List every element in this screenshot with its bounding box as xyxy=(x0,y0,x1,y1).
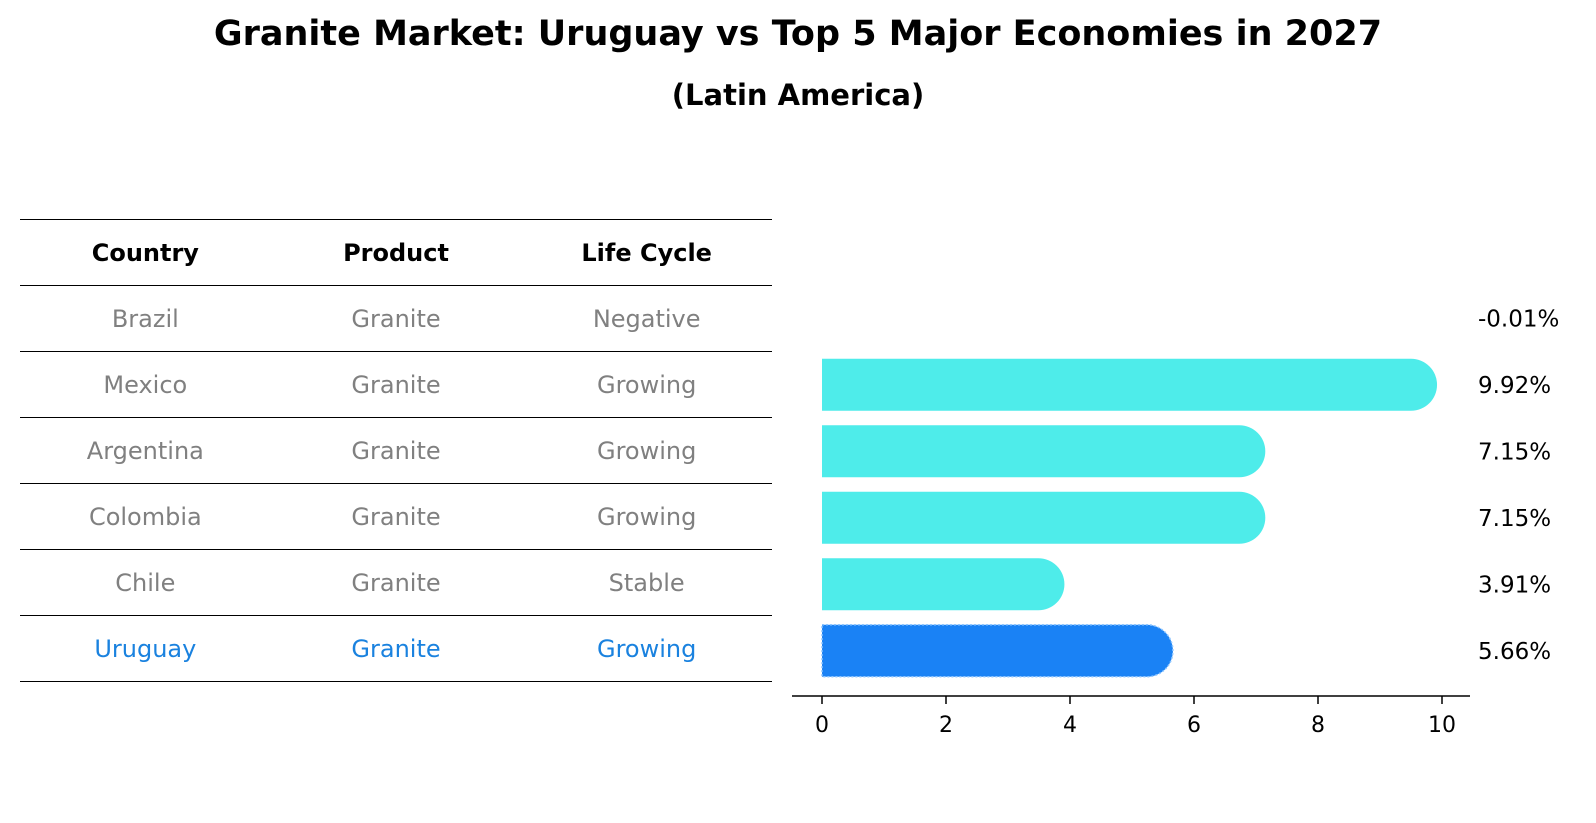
product-cell: Granite xyxy=(351,304,441,333)
product-cell: Granite xyxy=(351,568,441,597)
table-row: Colombia Granite Growing xyxy=(20,483,772,549)
product-cell: Granite xyxy=(351,436,441,465)
life-cycle-cell: Growing xyxy=(596,634,697,663)
life-cycle-cell: Stable xyxy=(608,568,685,597)
x-tick-label: 6 xyxy=(1187,713,1201,738)
life-cycle-cell: Growing xyxy=(596,370,697,399)
column-header-country: Country xyxy=(91,238,199,267)
x-tick-label: 10 xyxy=(1428,713,1456,738)
table-row: Chile Granite Stable xyxy=(20,549,772,615)
bar-argentina xyxy=(822,425,1266,478)
value-label: -0.01% xyxy=(1478,306,1559,332)
x-tick-label: 4 xyxy=(1063,713,1077,738)
table-header-row: Country Product Life Cycle xyxy=(20,219,772,285)
x-tick-label: 0 xyxy=(815,713,829,738)
product-cell: Granite xyxy=(351,370,441,399)
column-header-life-cycle: Life Cycle xyxy=(581,238,712,267)
bar-mexico xyxy=(822,358,1438,411)
value-label: 9.92% xyxy=(1478,373,1551,399)
chart-subtitle: (Latin America) xyxy=(671,78,925,112)
life-cycle-cell: Growing xyxy=(596,502,697,531)
bar-uruguay xyxy=(821,624,1174,678)
x-tick-label: 8 xyxy=(1311,713,1325,738)
life-cycle-cell: Negative xyxy=(592,304,701,333)
column-header-product: Product xyxy=(343,238,449,267)
value-label: 7.15% xyxy=(1478,506,1551,532)
country-cell: Brazil xyxy=(111,304,179,333)
table-row: Mexico Granite Growing xyxy=(20,351,772,417)
product-cell: Granite xyxy=(351,634,441,663)
table-row-highlight: Uruguay Granite Growing xyxy=(20,615,772,682)
x-tick-label: 2 xyxy=(939,713,953,738)
chart-title: Granite Market: Uruguay vs Top 5 Major E… xyxy=(213,14,1383,54)
table-row: Brazil Granite Negative xyxy=(20,285,772,351)
value-label: 3.91% xyxy=(1478,572,1551,598)
country-cell: Uruguay xyxy=(94,634,197,663)
table-row: Argentina Granite Growing xyxy=(20,417,772,483)
value-label: 5.66% xyxy=(1478,639,1551,665)
data-table: Country Product Life Cycle Brazil Granit… xyxy=(20,219,772,682)
product-cell: Granite xyxy=(351,502,441,531)
bar-colombia xyxy=(822,491,1266,544)
value-label: 7.15% xyxy=(1478,439,1551,465)
country-cell: Argentina xyxy=(86,436,204,465)
country-cell: Colombia xyxy=(88,502,202,531)
life-cycle-cell: Growing xyxy=(596,436,697,465)
country-cell: Mexico xyxy=(103,370,188,399)
country-cell: Chile xyxy=(115,568,176,597)
bar-chile xyxy=(822,558,1065,611)
